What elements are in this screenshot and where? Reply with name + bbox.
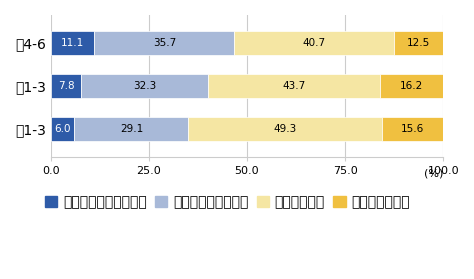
Text: 16.2: 16.2 — [400, 81, 423, 91]
Text: 12.5: 12.5 — [407, 38, 430, 48]
Bar — [94, 31, 235, 55]
Text: 40.7: 40.7 — [303, 38, 326, 48]
Bar — [208, 74, 380, 98]
Text: 49.3: 49.3 — [273, 124, 297, 134]
Bar — [382, 117, 443, 141]
Bar — [51, 31, 94, 55]
Text: 43.7: 43.7 — [282, 81, 305, 91]
Text: 7.8: 7.8 — [58, 81, 74, 91]
Bar — [82, 74, 208, 98]
Text: 15.6: 15.6 — [401, 124, 424, 134]
Text: 6.0: 6.0 — [54, 124, 71, 134]
Text: (%): (%) — [424, 168, 443, 178]
Bar — [51, 117, 74, 141]
Bar — [74, 117, 189, 141]
Text: 11.1: 11.1 — [61, 38, 84, 48]
Text: 32.3: 32.3 — [133, 81, 156, 91]
Bar — [51, 74, 82, 98]
Text: 29.1: 29.1 — [120, 124, 143, 134]
Bar — [189, 117, 382, 141]
Legend: まったくそう思わない, あまりそう思わない, まあそう思う, とてもそう思う: まったくそう思わない, あまりそう思わない, まあそう思う, とてもそう思う — [39, 189, 416, 215]
Bar — [394, 31, 443, 55]
Bar — [380, 74, 443, 98]
Text: 35.7: 35.7 — [153, 38, 176, 48]
Bar — [235, 31, 394, 55]
